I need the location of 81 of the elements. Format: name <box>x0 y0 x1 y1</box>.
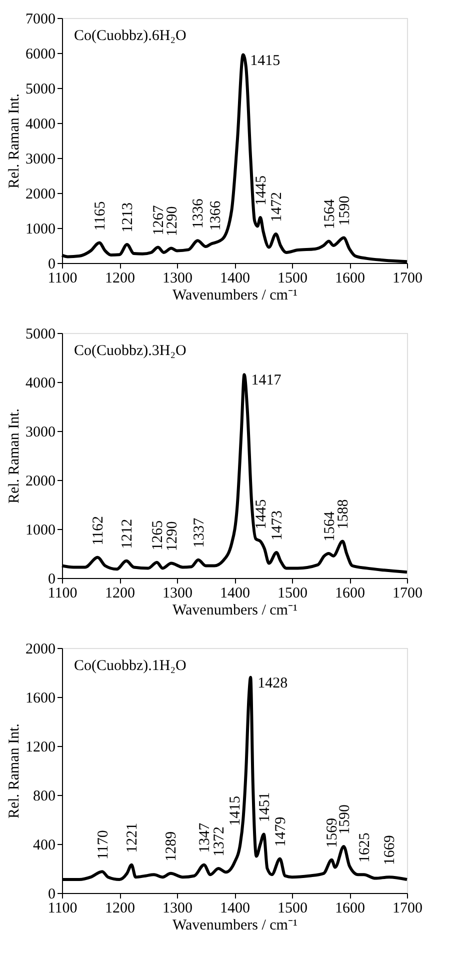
annotation: 1479 <box>272 816 289 847</box>
annotation: 1590 <box>336 804 353 834</box>
annotation: 1162 <box>90 516 107 546</box>
annotation: 1170 <box>95 830 112 860</box>
y-tick-label: 7000 <box>26 12 56 28</box>
x-tick-label: 1400 <box>220 586 250 602</box>
annotation: 1337 <box>191 517 208 548</box>
x-tick-label: 1500 <box>278 900 308 916</box>
annotation: 1415 <box>228 796 244 826</box>
x-tick-label: 1100 <box>48 270 78 286</box>
x-tick-label: 1100 <box>48 900 78 916</box>
annotation: 1564 <box>322 198 338 230</box>
annotation: 1588 <box>336 499 352 530</box>
x-tick-label: 1500 <box>278 586 308 602</box>
y-tick-label: 800 <box>33 788 56 804</box>
annotation: 1290 <box>164 521 180 552</box>
annotation: 1212 <box>119 518 136 549</box>
text: Co(Cuobbz).6H₂O <box>74 28 186 44</box>
annotation: 1473 <box>269 510 286 541</box>
x-tick-label: 1300 <box>162 900 192 916</box>
annotation: 1669 <box>382 835 398 866</box>
y-tick-label: 400 <box>33 838 56 854</box>
y-tick-label: 2000 <box>26 474 56 490</box>
y-tick-label: 0 <box>48 886 56 902</box>
x-tick-label: 1600 <box>335 586 365 602</box>
text: Co(Cuobbz).1H₂O <box>74 658 186 674</box>
y-tick-label: 6000 <box>26 46 56 62</box>
x-tick-label: 1300 <box>162 586 192 602</box>
x-tick-label: 1500 <box>278 270 308 286</box>
y-tick-label: 5000 <box>26 326 56 342</box>
y-tick-label: 0 <box>48 572 56 588</box>
annotation: 1590 <box>336 196 353 226</box>
annotation: 1428 <box>258 675 288 692</box>
y-tick-label: 3000 <box>26 152 56 168</box>
y-tick-label: 4000 <box>26 116 56 132</box>
x-tick-label: 1100 <box>48 586 78 602</box>
annotation: 1564 <box>322 511 338 542</box>
annotation: 1165 <box>92 201 108 231</box>
y-axis-title: Rel. Raman Int. <box>6 408 22 504</box>
y-tick-label: 1000 <box>26 222 56 238</box>
x-tick-label: 1600 <box>335 900 365 916</box>
annotation: 1265 <box>150 520 166 550</box>
annotation: 1347 <box>197 822 214 853</box>
annotation: 1336 <box>190 198 207 229</box>
x-tick-label: 1600 <box>335 270 365 286</box>
x-tick-label: 1700 <box>392 270 422 286</box>
x-axis-title: Wavenumbers / cm⁻¹ <box>172 918 298 934</box>
annotation: 1372 <box>211 826 228 856</box>
annotation: 1472 <box>268 192 285 222</box>
annotation: 1451 <box>256 792 273 822</box>
y-tick-label: 5000 <box>26 82 56 98</box>
x-axis-title: Wavenumbers / cm⁻¹ <box>172 602 298 618</box>
y-tick-label: 1000 <box>26 522 56 538</box>
y-tick-label: 1200 <box>26 740 56 756</box>
annotation: 1221 <box>124 822 141 853</box>
y-tick-label: 4000 <box>26 376 56 392</box>
x-axis-title: Wavenumbers / cm⁻¹ <box>172 288 298 304</box>
y-tick-label: 2000 <box>26 642 56 658</box>
annotation: 1415 <box>250 52 280 69</box>
annotation: 1445 <box>253 176 270 206</box>
y-tick-label: 1600 <box>26 690 56 706</box>
y-tick-label: 0 <box>48 256 56 272</box>
annotation: 1625 <box>356 832 373 863</box>
x-tick-label: 1200 <box>105 586 135 602</box>
x-tick-label: 1700 <box>392 900 422 916</box>
y-tick-label: 3000 <box>26 424 56 440</box>
annotation: 1417 <box>251 372 282 389</box>
annotation: 1213 <box>120 202 136 232</box>
x-tick-label: 1300 <box>162 270 192 286</box>
text: Co(Cuobbz).3H₂O <box>74 343 186 359</box>
y-axis-title: Rel. Raman Int. <box>6 724 22 818</box>
x-tick-label: 1200 <box>105 900 135 916</box>
annotation: 1366 <box>208 200 224 231</box>
y-tick-label: 2000 <box>26 186 56 202</box>
y-axis-title: Rel. Raman Int. <box>6 94 22 188</box>
x-tick-label: 1700 <box>392 586 422 602</box>
x-tick-label: 1400 <box>220 900 250 916</box>
x-tick-label: 1200 <box>105 270 135 286</box>
annotation: 1445 <box>253 499 270 530</box>
x-tick-label: 1400 <box>220 270 250 286</box>
annotation: 1289 <box>164 831 180 862</box>
